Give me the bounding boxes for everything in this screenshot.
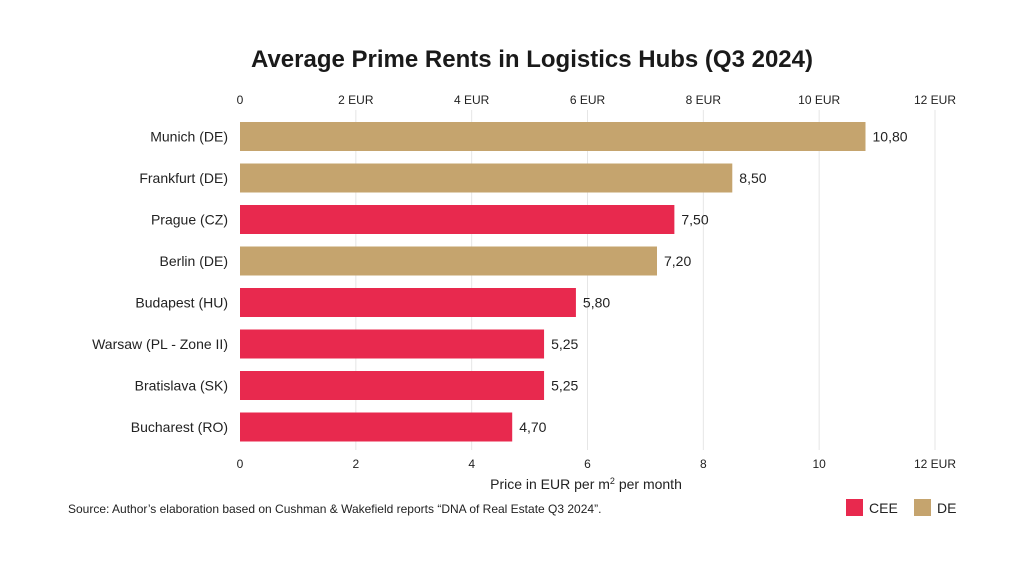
value-label: 4,70 [519, 419, 546, 435]
legend-swatch [914, 499, 931, 516]
source-note: Source: Author’s elaboration based on Cu… [68, 502, 601, 516]
x-axis-label-prefix: Price in EUR per m [490, 476, 610, 492]
category-label: Warsaw (PL - Zone II) [92, 336, 228, 352]
top-tick-label: 12 EUR [914, 93, 956, 107]
bar [240, 412, 513, 442]
value-label: 10,80 [873, 129, 908, 145]
top-tick-label: 2 EUR [338, 93, 374, 107]
bottom-tick-label: 0 [237, 457, 244, 471]
legend-label: DE [937, 500, 956, 516]
bottom-tick-label: 10 [812, 457, 826, 471]
bottom-axis: 0 2 4 6 8 10 12 EUR [237, 457, 957, 471]
top-tick-label: 0 [237, 93, 244, 107]
top-tick-label: 8 EUR [686, 93, 722, 107]
top-tick-label: 10 EUR [798, 93, 840, 107]
top-tick-label: 4 EUR [454, 93, 490, 107]
category-label: Berlin (DE) [160, 253, 228, 269]
bottom-tick-label: 6 [584, 457, 591, 471]
category-label: Bucharest (RO) [131, 419, 228, 435]
bar [240, 122, 866, 151]
top-tick-label: 6 EUR [570, 93, 606, 107]
bar [240, 329, 545, 359]
bottom-tick-label: 2 [352, 457, 359, 471]
legend: CEE DE [846, 499, 956, 516]
legend-swatch [846, 499, 863, 516]
category-label: Prague (CZ) [151, 212, 228, 228]
value-label: 5,25 [551, 378, 578, 394]
value-label: 8,50 [739, 170, 766, 186]
value-label: 7,50 [681, 212, 708, 228]
bar [240, 205, 675, 234]
bar [240, 371, 545, 400]
x-axis-label: Price in EUR per m2 per month [490, 476, 682, 492]
value-label: 5,80 [583, 295, 610, 311]
top-axis: 0 2 EUR 4 EUR 6 EUR 8 EUR 10 EUR 12 EUR [237, 93, 957, 107]
category-label: Bratislava (SK) [135, 378, 228, 394]
legend-label: CEE [869, 500, 898, 516]
category-label: Munich (DE) [150, 129, 228, 145]
bar [240, 288, 576, 317]
x-axis-label-suffix: per month [615, 476, 682, 492]
bottom-tick-label: 8 [700, 457, 707, 471]
chart-title: Average Prime Rents in Logistics Hubs (Q… [251, 46, 813, 73]
bottom-tick-label: 12 EUR [914, 457, 956, 471]
value-label: 7,20 [664, 253, 691, 269]
x-axis-label-sup: 2 [610, 476, 615, 486]
value-label: 5,25 [551, 336, 578, 352]
bar [240, 246, 657, 276]
category-label: Frankfurt (DE) [139, 170, 228, 186]
bottom-tick-label: 4 [468, 457, 475, 471]
bar [240, 163, 733, 193]
bars: Munich (DE) 10,80 Frankfurt (DE) 8,50 Prague… [92, 122, 908, 442]
category-label: Budapest (HU) [135, 295, 228, 311]
